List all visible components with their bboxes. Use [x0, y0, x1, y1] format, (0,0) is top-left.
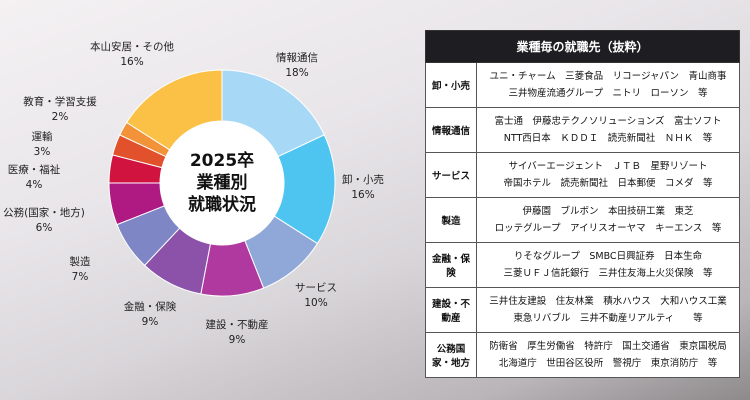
company-line: 三井住友建設 住友林業 積水ハウス 大和ハウス工業 — [489, 296, 727, 307]
value-label: 16% — [120, 56, 143, 68]
company-table: 業種毎の就職先（抜粋） 卸・小売 ユニ・チャーム 三菱食品 リコージャパン 青山商… — [425, 30, 740, 378]
category-label: 製造 — [70, 255, 91, 268]
table-row: 公務国家・地方 防衛省 厚生労働省 特許庁 国土交通省 東京国税局 北海道庁 世田谷… — [425, 332, 740, 378]
value-label: 4% — [26, 179, 43, 191]
company-line: りそなグループ SMBC日興証券 日本生命 — [513, 251, 703, 262]
value-label: 10% — [304, 297, 327, 309]
category-label: 本山安居・その他 — [90, 40, 174, 53]
table-row: 建設・不動産 三井住友建設 住友林業 積水ハウス 大和ハウス工業 東急リバブル 三井… — [425, 287, 740, 333]
donut-hole — [160, 121, 284, 245]
table-row: 卸・小売 ユニ・チャーム 三菱食品 リコージャパン 青山商事 三井物産流通グループ … — [425, 62, 740, 108]
company-line: 東急リバブル 三井不動産リアルティ 等 — [513, 313, 703, 324]
companies-cell: 防衛省 厚生労働省 特許庁 国土交通省 東京国税局 北海道庁 世田谷区役所 警視庁… — [476, 332, 740, 378]
companies-cell: 富士通 伊藤忠テクノソリューションズ 富士ソフト NTT西日本 ＫＤＤＩ 読売新聞… — [476, 107, 740, 153]
value-label: 2% — [52, 111, 69, 123]
companies-cell: りそなグループ SMBC日興証券 日本生命 三菱ＵＦＪ信託銀行 三井住友海上火災保… — [476, 242, 740, 288]
value-label: 18% — [285, 67, 308, 79]
category-label: 情報通信 — [276, 51, 318, 64]
value-label: 6% — [36, 222, 53, 234]
table-row: 金融・保険 りそなグループ SMBC日興証券 日本生命 三菱ＵＦＪ信託銀行 三井住友… — [425, 242, 740, 288]
company-line: 富士通 伊藤忠テクノソリューションズ 富士ソフト — [494, 116, 722, 127]
category-label: 医療・福祉 — [8, 163, 61, 176]
companies-cell: 三井住友建設 住友林業 積水ハウス 大和ハウス工業 東急リバブル 三井不動産リアル… — [476, 287, 740, 333]
value-label: 3% — [34, 146, 51, 158]
category-cell: 建設・不動産 — [425, 287, 477, 333]
value-label: 9% — [142, 316, 159, 328]
category-cell: サービス — [425, 152, 477, 198]
value-label: 7% — [72, 271, 89, 283]
company-line: NTT西日本 ＫＤＤＩ 読売新聞社 ＮＨＫ 等 — [503, 133, 713, 144]
company-line: ユニ・チャーム 三菱食品 リコージャパン 青山商事 — [489, 71, 727, 82]
company-line: 北海道庁 世田谷区役所 警視庁 東京消防庁 等 — [498, 358, 718, 369]
company-line: 伊藤園 ブルボン 本田技研工業 東芝 — [522, 206, 694, 217]
category-label: 建設・不動産 — [206, 318, 269, 331]
category-label: 金融・保険 — [124, 300, 177, 313]
category-cell: 製造 — [425, 197, 477, 243]
value-label: 16% — [351, 189, 374, 201]
table-row: サービス サイバーエージェント ＪＴＢ 星野リゾート 帝国ホテル 読売新聞社 日本郵… — [425, 152, 740, 198]
center-label: 2025卒 — [190, 150, 254, 171]
company-line: 防衛省 厚生労働省 特許庁 国土交通省 東京国税局 — [489, 341, 727, 352]
category-label: 教育・学習支援 — [23, 95, 97, 108]
value-label: 9% — [229, 334, 246, 346]
companies-cell: ユニ・チャーム 三菱食品 リコージャパン 青山商事 三井物産流通グループ ニトリ … — [476, 62, 740, 108]
category-cell: 公務国家・地方 — [425, 332, 477, 378]
company-line: 三井物産流通グループ ニトリ ローソン 等 — [508, 88, 708, 99]
company-line: 帝国ホテル 読売新聞社 日本郵便 コメダ 等 — [503, 178, 713, 189]
company-line: ロッテグループ アイリスオーヤマ キーエンス 等 — [494, 223, 722, 234]
company-line: サイバーエージェント ＪＴＢ 星野リゾート — [508, 161, 708, 172]
category-cell: 情報通信 — [425, 107, 477, 153]
category-label: 卸・小売 — [342, 173, 384, 186]
category-cell: 金融・保険 — [425, 242, 477, 288]
center-label: 業種別 — [197, 172, 248, 193]
category-label: サービス — [295, 282, 337, 294]
companies-cell: サイバーエージェント ＪＴＢ 星野リゾート 帝国ホテル 読売新聞社 日本郵便 コメ… — [476, 152, 740, 198]
table-row: 製造 伊藤園 ブルボン 本田技研工業 東芝 ロッテグループ アイリスオーヤマ キーエ… — [425, 197, 740, 243]
table-row: 情報通信 富士通 伊藤忠テクノソリューションズ 富士ソフト NTT西日本 ＫＤＤＩ … — [425, 107, 740, 153]
category-cell: 卸・小売 — [425, 62, 477, 108]
center-label: 就職状況 — [188, 194, 256, 215]
category-label: 公務(国家・地方) — [3, 206, 85, 219]
company-line: 三菱ＵＦＪ信託銀行 三井住友海上火災保険 等 — [503, 268, 713, 279]
table-header: 業種毎の就職先（抜粋） — [425, 30, 740, 63]
companies-cell: 伊藤園 ブルボン 本田技研工業 東芝ロッテグループ アイリスオーヤマ キーエンス… — [476, 197, 740, 243]
category-label: 運輸 — [32, 130, 53, 143]
